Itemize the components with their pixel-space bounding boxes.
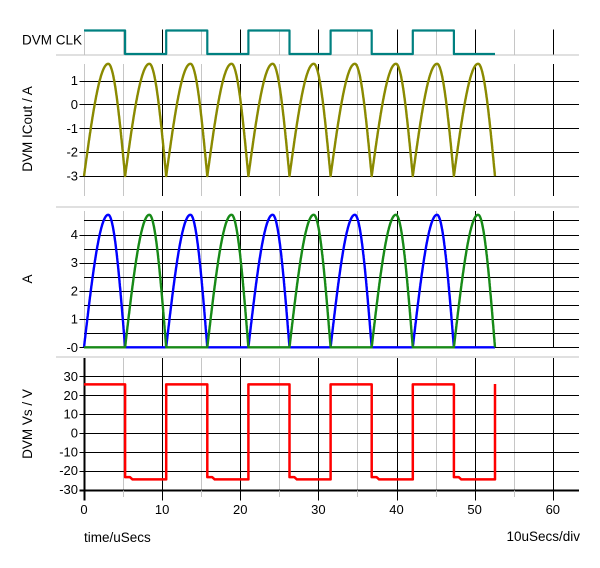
y-tick-label: -0 bbox=[66, 340, 78, 355]
y-tick-label: 1 bbox=[71, 312, 78, 327]
y-tick-label: -10 bbox=[59, 444, 78, 459]
y-tick-label: 1 bbox=[71, 73, 78, 88]
x-axis-label: time/uSecs bbox=[84, 530, 151, 545]
y-tick-label: 0 bbox=[71, 426, 78, 441]
y-tick-label: -20 bbox=[59, 463, 78, 478]
y-tick-label: 10 bbox=[64, 407, 78, 422]
vs-axis-label: DVM Vs / V bbox=[20, 389, 35, 459]
icout-axis-label: DVM ICout / A bbox=[20, 86, 35, 172]
icout-trace bbox=[82, 62, 497, 178]
waveform-traces bbox=[82, 29, 497, 481]
x-tick-label: 0 bbox=[80, 502, 87, 517]
y-tick-label: -2 bbox=[66, 145, 78, 160]
amps-axis-label: A bbox=[20, 274, 35, 283]
y-tick-label: 2 bbox=[71, 283, 78, 298]
per-div-label: 10uSecs/div bbox=[506, 529, 580, 544]
x-tick-label: 40 bbox=[389, 502, 403, 517]
x-tick-label: 60 bbox=[546, 502, 560, 517]
y-tick-label: 4 bbox=[71, 227, 78, 242]
y-tick-label: 30 bbox=[64, 369, 78, 384]
x-tick-label: 50 bbox=[467, 502, 481, 517]
x-tick-label: 30 bbox=[311, 502, 325, 517]
amps-trace-phase2 bbox=[83, 213, 497, 349]
x-tick-label: 20 bbox=[233, 502, 247, 517]
clk-axis-label: DVM CLK bbox=[22, 33, 82, 48]
y-tick-label: 3 bbox=[71, 255, 78, 270]
clock-trace bbox=[84, 29, 495, 56]
y-tick-label: -30 bbox=[59, 482, 78, 497]
y-tick-label: 20 bbox=[64, 388, 78, 403]
x-tick-label: 10 bbox=[155, 502, 169, 517]
amps-trace-phase1 bbox=[82, 213, 496, 349]
y-tick-label: -3 bbox=[66, 169, 78, 184]
vs-trace bbox=[84, 383, 497, 481]
y-tick-label: -1 bbox=[66, 121, 78, 136]
y-tick-label: 0 bbox=[71, 97, 78, 112]
